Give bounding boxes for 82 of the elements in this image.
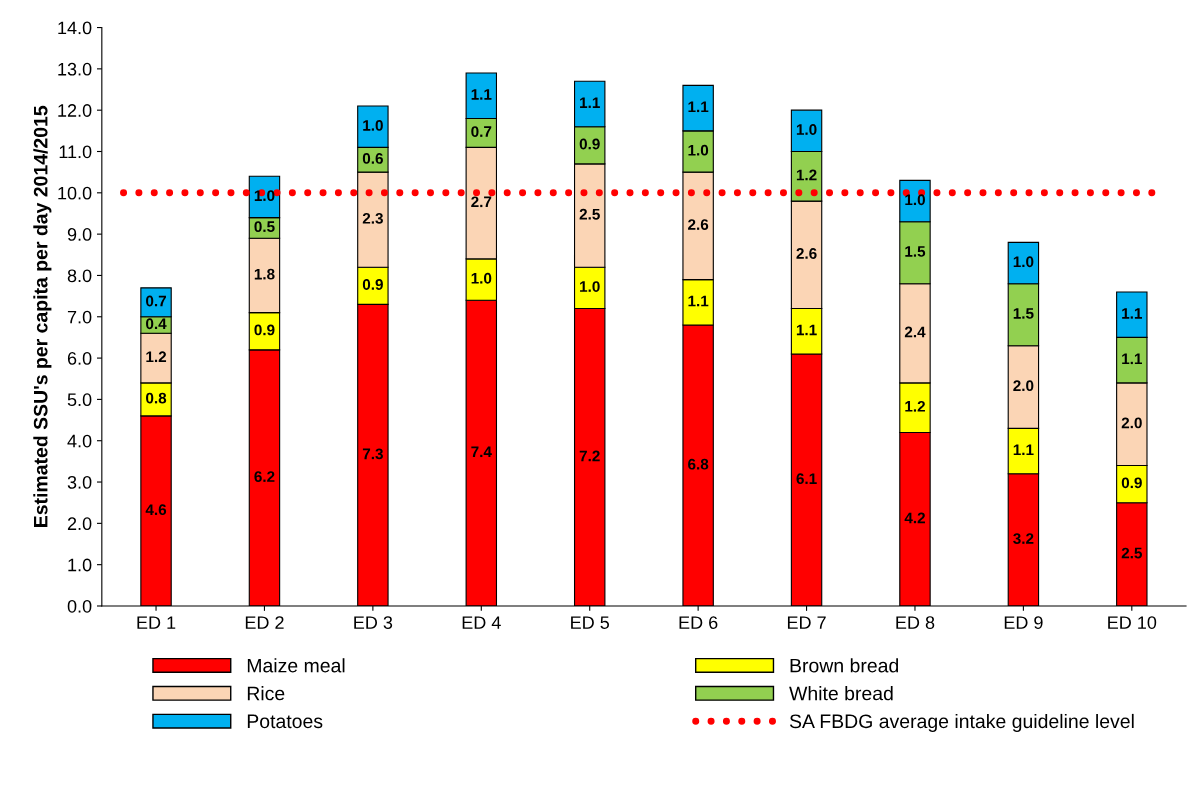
x-tick-label: ED 9 xyxy=(1004,616,1043,629)
data-label: 0.6 xyxy=(362,153,383,164)
data-label: 3.2 xyxy=(1013,533,1034,544)
data-label: 1.0 xyxy=(905,194,925,206)
legend-label: SA FBDG average intake guideline level xyxy=(789,713,1134,733)
data-label: 7.4 xyxy=(471,446,492,458)
data-label: 0.4 xyxy=(146,318,167,330)
data-label: 0.9 xyxy=(1121,477,1142,489)
x-tick-label: ED 2 xyxy=(245,616,284,629)
data-label: 1.0 xyxy=(471,272,492,284)
data-label: 2.5 xyxy=(579,208,600,220)
data-label: 1.0 xyxy=(580,281,600,292)
data-label: 6.1 xyxy=(796,473,817,485)
legend-label: Maize meal xyxy=(247,658,345,673)
y-tick-label: 14.0 xyxy=(58,21,92,35)
data-label: 0.8 xyxy=(146,392,167,404)
x-tick-label: ED 5 xyxy=(571,616,610,629)
y-tick-label: 1.0 xyxy=(68,558,92,572)
data-label: 1.1 xyxy=(1013,444,1034,455)
data-label: 1.2 xyxy=(796,169,817,181)
y-tick-label: 12.0 xyxy=(58,104,92,117)
data-label: 4.6 xyxy=(145,504,167,516)
data-label: 1.0 xyxy=(1013,256,1034,268)
legend-label: Rice xyxy=(247,686,285,701)
legend-label: Brown bread xyxy=(790,658,899,673)
x-tick-label: ED 7 xyxy=(787,616,826,629)
y-tick-label: 9.0 xyxy=(67,228,92,241)
x-tick-label: ED 8 xyxy=(896,616,935,629)
data-label: 1.2 xyxy=(146,351,167,363)
data-label: 1.8 xyxy=(254,268,275,280)
y-axis-title: Estimated SSU's per capita per day 2014/2015 xyxy=(33,105,52,527)
legend-label: Potatoes xyxy=(247,714,323,729)
data-label: 0.9 xyxy=(254,324,275,336)
data-label: 1.1 xyxy=(688,295,709,307)
y-tick-label: 10.0 xyxy=(58,186,92,200)
y-tick-label: 6.0 xyxy=(67,352,92,365)
x-tick-label: ED 6 xyxy=(679,616,718,629)
y-tick-label: 5.0 xyxy=(67,393,92,407)
data-label: 0.5 xyxy=(254,221,275,233)
data-label: 2.0 xyxy=(1013,380,1034,392)
y-tick-label: 2.0 xyxy=(67,517,92,531)
data-label: 2.6 xyxy=(796,248,817,259)
data-label: 1.5 xyxy=(1013,308,1034,319)
data-label: 1.1 xyxy=(471,89,492,100)
x-tick-label: ED 4 xyxy=(462,616,501,629)
data-label: 1.1 xyxy=(688,101,709,113)
y-tick-label: 8.0 xyxy=(67,269,92,283)
x-tick-label: ED 3 xyxy=(354,616,393,629)
data-label: 1.0 xyxy=(688,144,709,156)
y-tick-label: 13.0 xyxy=(58,62,92,76)
y-tick-label: 11.0 xyxy=(59,145,92,159)
x-tick-label: ED 10 xyxy=(1108,616,1157,629)
data-label: 1.2 xyxy=(905,400,925,412)
data-label: 2.0 xyxy=(1121,417,1142,429)
data-label: 1.1 xyxy=(580,97,600,108)
data-label: 0.7 xyxy=(471,126,492,138)
data-label: 7.3 xyxy=(362,448,383,460)
data-label: 1.1 xyxy=(796,324,817,336)
data-label: 2.6 xyxy=(688,219,709,230)
data-label: 2.7 xyxy=(471,196,492,208)
data-label: 1.0 xyxy=(254,190,275,202)
x-tick-label: ED 1 xyxy=(137,616,176,629)
data-label: 1.5 xyxy=(905,246,926,257)
data-label: 6.2 xyxy=(254,471,275,483)
data-label: 7.2 xyxy=(579,450,600,462)
data-label: 0.9 xyxy=(362,279,383,290)
y-tick-label: 3.0 xyxy=(67,475,92,489)
data-label: 2.3 xyxy=(362,212,383,224)
legend-label: White bread xyxy=(789,686,893,701)
data-label: 6.8 xyxy=(688,458,709,470)
data-label: 1.0 xyxy=(796,124,817,135)
data-label: 2.4 xyxy=(904,326,926,338)
data-label: 4.2 xyxy=(904,512,925,524)
data-label: 0.9 xyxy=(579,138,600,150)
y-tick-label: 7.0 xyxy=(67,310,92,324)
data-label: 1.0 xyxy=(363,119,383,131)
data-label: 2.5 xyxy=(1121,547,1142,559)
data-label: 1.1 xyxy=(1122,353,1142,365)
y-tick-label: 0.0 xyxy=(67,599,92,613)
data-label: 0.7 xyxy=(146,295,166,307)
y-tick-label: 4.0 xyxy=(67,434,92,448)
data-label: 1.1 xyxy=(1122,308,1142,319)
